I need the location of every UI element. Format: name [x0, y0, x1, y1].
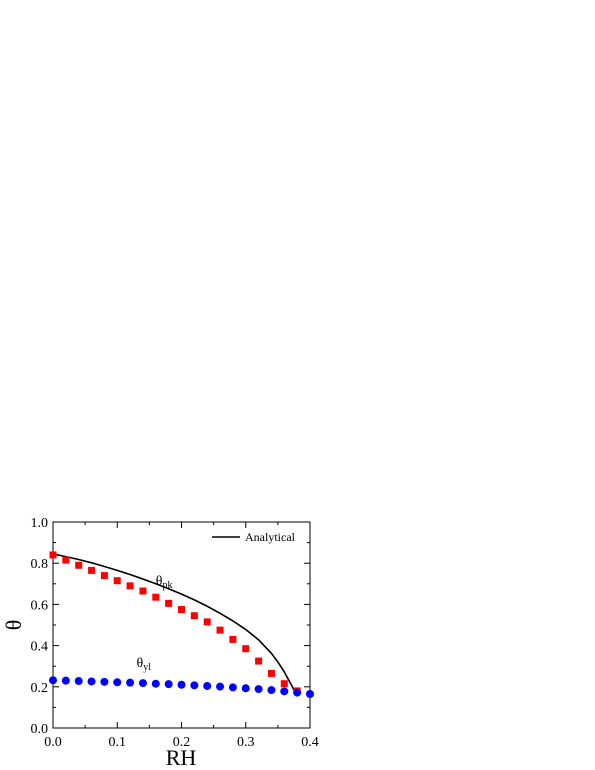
data-point-square	[203, 618, 211, 626]
legend-label-analytical: Analytical	[245, 530, 296, 544]
y-tick-label: 1.0	[31, 516, 49, 531]
data-point-square	[280, 680, 288, 688]
data-point-circle	[164, 680, 173, 689]
data-point-circle	[151, 679, 160, 688]
data-point-circle	[87, 677, 96, 686]
x-tick-label: 0.0	[44, 735, 62, 750]
data-point-circle	[177, 680, 186, 689]
data-point-square	[113, 577, 121, 585]
data-point-circle	[126, 678, 135, 687]
data-point-square	[216, 626, 224, 634]
x-axis-ticks: 0.0 0.1 0.2 0.3 0.4	[44, 522, 319, 750]
x-tick-label: 0.3	[237, 735, 255, 750]
annotation-label: θyl	[137, 656, 152, 673]
plot-frame	[52, 521, 311, 729]
data-point-square	[255, 657, 263, 665]
data-point-square	[139, 587, 147, 595]
data-point-square	[178, 606, 185, 614]
x-tick-label: 0.4	[301, 735, 319, 750]
data-point-square	[75, 561, 83, 569]
data-point-circle	[203, 681, 212, 690]
analytical-line	[52, 553, 298, 695]
data-point-circle	[49, 676, 57, 685]
y-tick-label: 0.0	[31, 722, 49, 737]
data-point-square	[190, 612, 198, 620]
data-point-circle	[254, 685, 263, 694]
data-point-square	[242, 645, 250, 653]
data-point-circle	[190, 681, 199, 690]
data-point-circle	[61, 676, 70, 685]
y-axis-ticks: 0.0 0.2 0.4 0.6 0.8 1.0	[31, 516, 310, 737]
x-axis-label: RH	[166, 745, 197, 770]
data-point-circle	[113, 678, 122, 687]
x-tick-label: 0.1	[109, 735, 127, 750]
data-point-circle	[216, 682, 225, 691]
legend: Analytical	[212, 530, 296, 544]
annotation-label: θpk	[156, 574, 173, 591]
x-tick-label: 0.2	[173, 735, 191, 750]
data-point-square	[267, 669, 275, 677]
annotation-base: θ	[156, 574, 163, 589]
data-point-square	[100, 572, 108, 580]
data-point-square	[165, 599, 173, 607]
annotation-base: θ	[137, 656, 144, 671]
data-point-circle	[306, 690, 314, 699]
data-point-circle	[267, 686, 276, 695]
data-point-circle	[74, 677, 83, 686]
data-point-square	[229, 635, 237, 643]
annotation-subscript: yl	[143, 662, 151, 673]
data-point-square	[152, 593, 160, 601]
data-point-circle	[138, 679, 147, 688]
y-axis-label: θ	[1, 620, 26, 631]
data-point-square	[62, 556, 70, 564]
data-point-circle	[100, 677, 109, 686]
data-point-circle	[228, 683, 237, 692]
series-layer	[49, 551, 314, 699]
y-tick-label: 0.8	[31, 557, 49, 572]
y-tick-label: 0.2	[31, 681, 49, 696]
data-point-circle	[241, 684, 250, 693]
annotation-subscript: pk	[163, 580, 173, 591]
data-point-square	[126, 582, 134, 590]
data-point-circle	[280, 687, 289, 696]
y-tick-label: 0.4	[31, 640, 49, 655]
y-tick-label: 0.6	[31, 598, 49, 613]
data-point-square	[88, 566, 96, 574]
data-point-circle	[293, 688, 302, 697]
data-point-square	[49, 551, 57, 559]
